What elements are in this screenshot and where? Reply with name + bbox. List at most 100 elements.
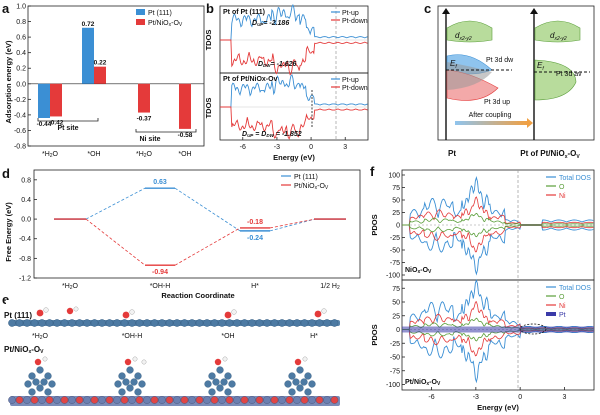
e-support-atom <box>158 396 166 404</box>
a-legend-ptnio: Pt/NiOx-OV <box>148 20 183 28</box>
e-support-atom <box>240 396 249 404</box>
b-legend-down: Pt-down <box>342 18 368 25</box>
f-bottom-ytick-label: -50 <box>390 355 400 362</box>
e-hydrogen-atom <box>302 356 308 362</box>
e-pt-atom <box>68 319 76 327</box>
c-dxy-lobe-left <box>446 20 493 43</box>
e-support-atom <box>315 396 324 404</box>
e-hydrogen-atom <box>321 308 327 314</box>
d-value-label: -0.24 <box>247 235 263 242</box>
e-support-atom <box>195 396 204 404</box>
b-xticks: -6 -3 0 3 <box>240 137 347 151</box>
f-ni-up <box>402 196 594 226</box>
e-oxygen-atom <box>122 311 130 319</box>
d-energy-path <box>54 187 346 266</box>
e-pt-cluster-atom <box>208 372 216 380</box>
e-pt-cluster-atom <box>134 388 142 396</box>
b-xlabel: Energy (eV) <box>273 153 315 162</box>
d-xtick-label: *H2O <box>62 283 79 291</box>
panel-d: d Free Energy (eV) -1.2 -0.8 -0.4 0.0 0.4 0.8… <box>2 166 361 300</box>
e-pt-atom <box>83 319 91 327</box>
b-annot-dw: DDW= -1.626 <box>258 61 297 68</box>
panel-letter-a: a <box>2 1 10 16</box>
e-support-atom <box>255 396 264 404</box>
e-pt-atom <box>53 319 61 327</box>
e-pt-cluster-atom <box>126 366 134 374</box>
e-state-1: *H2O <box>32 333 49 341</box>
f-caption-bottom: Pt/NiOx-OV <box>405 379 441 387</box>
f-legend-swatch <box>546 312 556 316</box>
e-slab-bottom <box>8 396 340 406</box>
e-support-atom <box>263 396 271 404</box>
e-support-atom <box>120 396 129 404</box>
e-support-atom <box>75 396 84 404</box>
e-pt-atom <box>158 319 166 327</box>
f-bottom-ytick-label: 0 <box>396 327 400 334</box>
e-pt-cluster-atom <box>44 372 52 380</box>
e-hydrogen-atom <box>129 309 135 315</box>
a-bar <box>82 27 94 84</box>
b-legend-up: Pt-up <box>342 10 359 17</box>
a-ytick-label: 0.8 <box>16 19 26 26</box>
e-state-3: *OH <box>221 333 234 340</box>
e-pt-atom <box>240 319 249 327</box>
e-support-atom <box>293 396 301 404</box>
d-value-label: -0.94 <box>152 269 168 276</box>
e-support-atom <box>53 396 61 404</box>
a-cat-h2o-1: *H2O <box>42 151 59 159</box>
e-support-atom <box>278 396 286 404</box>
e-oxygen-atom <box>124 358 132 366</box>
panel-a: a Adsorption energy (eV) -0.8 -0.6 -0.4 -0.… <box>2 1 205 159</box>
b-xtick-label: -3 <box>274 144 280 151</box>
e-pt-cluster-atom <box>216 384 224 392</box>
e-support-atom <box>308 396 316 404</box>
e-support-atom <box>180 396 189 404</box>
e-pt-cluster-atom <box>138 380 146 388</box>
e-hydrogen-atom <box>42 356 48 362</box>
f-xtick-label: -6 <box>428 394 434 401</box>
e-pt-cluster-atom <box>48 380 56 388</box>
e-pt-atom <box>225 319 234 327</box>
a-ytick-label: 0.0 <box>16 81 26 88</box>
b-curve-up-top <box>220 3 368 41</box>
e-support-atom <box>173 396 181 404</box>
c-dxy-right: dx2-y2 <box>550 31 567 42</box>
f-legend-label: Pt <box>559 312 566 319</box>
e-pt-atom <box>60 319 69 327</box>
d-ytick-label: 0.0 <box>21 217 31 224</box>
e-support-atom <box>285 396 294 404</box>
a-ytick-label: 0.2 <box>16 66 26 73</box>
e-support-atom <box>203 396 211 404</box>
a-ytick-label: -0.4 <box>14 112 26 119</box>
e-pt-cluster-atom <box>308 380 316 388</box>
a-group-ni: Ni site <box>139 136 160 143</box>
f-o-down <box>402 224 594 238</box>
f-bottom-ytick-label: 50 <box>392 300 400 307</box>
e-pt-cluster-atom <box>36 384 44 392</box>
e-pt-atom <box>300 319 309 327</box>
panel-letter-c: c <box>424 1 431 16</box>
e-pt-atom <box>143 319 151 327</box>
a-bar <box>50 83 62 117</box>
e-oxygen-atom <box>34 358 42 366</box>
b-ylabel-top: TDOS <box>204 30 213 51</box>
d-ylabel: Free Energy (eV) <box>4 202 13 262</box>
f-top-ytick-label: -50 <box>390 248 400 255</box>
f-top-ytick-label: 100 <box>388 173 400 180</box>
b-xtick-label: 3 <box>343 144 347 151</box>
d-ytick-label: -1.2 <box>19 276 31 283</box>
e-pt-cluster-atom <box>224 372 232 380</box>
e-state-4: H* <box>310 333 318 340</box>
f-legend-label: O <box>559 184 565 191</box>
c-coupling-arrowhead <box>527 118 533 128</box>
f-top-ytick-label: -25 <box>390 235 400 242</box>
e-pt-atom <box>203 319 211 327</box>
f-bottom-ytick-label: 25 <box>392 313 400 320</box>
f-bottom-ytick-label: -25 <box>390 341 400 348</box>
e-support-atom <box>248 396 256 404</box>
panel-letter-e: e <box>2 292 9 307</box>
c-ef-label-right: Ef <box>537 61 544 72</box>
e-support-atom <box>128 396 136 404</box>
panel-e: e Pt (111) *H2O *OH-H *OH H* Pt/NiOx-OV <box>2 292 354 414</box>
e-pt-cluster-atom <box>288 388 296 396</box>
